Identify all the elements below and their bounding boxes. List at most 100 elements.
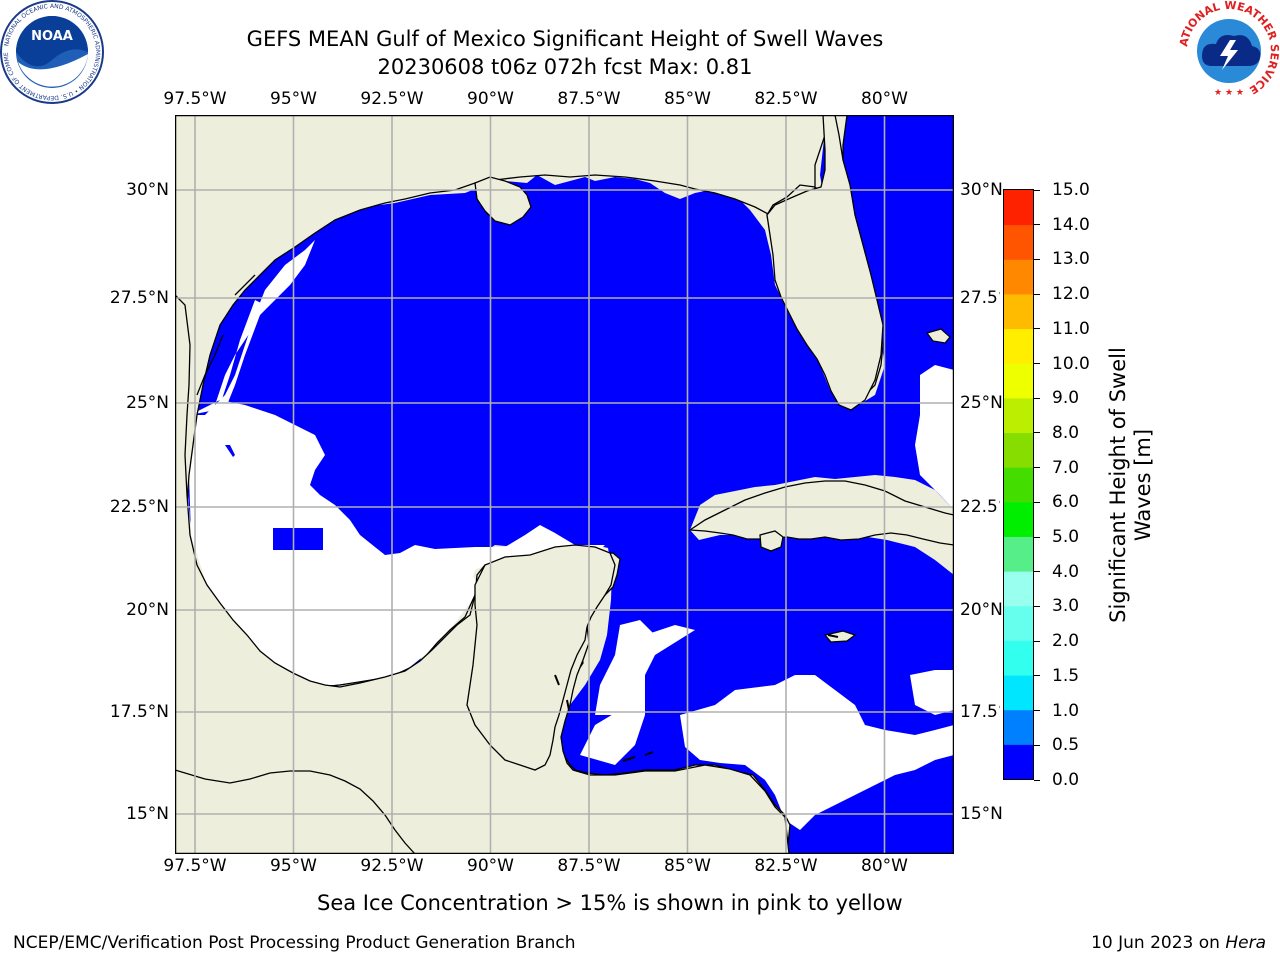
land-florida <box>766 115 884 411</box>
footer-host: Hera <box>1225 933 1266 953</box>
lon-label-bottom: 85°W <box>664 856 711 876</box>
colorbar-tick-label: 2.0 <box>1052 631 1080 652</box>
lon-label-bottom: 97.5°W <box>163 856 227 876</box>
colorbar-tick-label: 5.0 <box>1052 527 1080 548</box>
no-data-caribbean-central <box>680 675 954 830</box>
colorbar-tick-mark <box>1034 501 1040 503</box>
swell-map <box>175 115 954 854</box>
land-mississippi-delta <box>474 176 532 226</box>
colorbar-label-line2: Waves [m] <box>1131 428 1155 542</box>
colorbar-tick-mark <box>1034 363 1040 365</box>
colorbar-tick-mark <box>1034 467 1040 469</box>
colorbar-swatch <box>1004 536 1033 572</box>
colorbar-swatch <box>1004 640 1033 676</box>
lat-label-right: 20°N <box>960 600 1003 620</box>
colorbar-tick-label: 14.0 <box>1052 214 1090 235</box>
lon-label-top: 97.5°W <box>163 89 227 109</box>
colorbar-tick-mark <box>1034 224 1040 226</box>
lon-label-bottom: 80°W <box>861 856 908 876</box>
colorbar-tick-label: 9.0 <box>1052 388 1080 409</box>
lat-label-right: 17.5°N <box>960 702 1000 722</box>
colorbar-tick-mark <box>1034 189 1040 191</box>
no-data-atlantic <box>915 365 954 510</box>
lat-label-right: 22.5°N <box>960 497 1000 517</box>
colorbar-tick-label: 12.0 <box>1052 284 1090 305</box>
colorbar-tick-label: 0.5 <box>1052 735 1080 756</box>
colorbar-swatch <box>1004 328 1033 364</box>
no-data-yucatan-channel <box>595 620 655 715</box>
lon-label-bottom: 82.5°W <box>754 856 818 876</box>
lat-label-right: 25°N <box>960 393 1003 413</box>
map-graticule <box>175 115 954 854</box>
lat-label-right: 27.5°N <box>960 288 1000 308</box>
land-texas-barrier <box>196 274 256 396</box>
colorbar-tick-mark <box>1034 710 1040 712</box>
colorbar-swatch <box>1004 397 1033 434</box>
colorbar-tick-mark <box>1034 328 1040 330</box>
colorbar-tick-label: 8.0 <box>1052 422 1080 443</box>
map-panel <box>175 115 954 854</box>
land-bahamas <box>925 328 951 344</box>
colorbar-tick-label: 6.0 <box>1052 492 1080 513</box>
noaa-logo: NOAA NATIONAL OCEANIC AND ATMOSPHERIC AD… <box>0 0 104 104</box>
colorbar-swatch <box>1004 501 1033 537</box>
colorbar-tick-mark <box>1034 675 1040 677</box>
colorbar-tick-mark <box>1034 293 1040 295</box>
colorbar-swatch <box>1004 744 1033 779</box>
colorbar-swatch <box>1004 467 1033 503</box>
lat-label-left: 20°N <box>126 600 169 620</box>
colorbar-swatch <box>1004 709 1033 745</box>
colorbar-swatches <box>1004 190 1033 779</box>
colorbar-tick-label: 10.0 <box>1052 353 1090 374</box>
lat-label-left: 25°N <box>126 393 169 413</box>
lon-label-bottom: 92.5°W <box>360 856 424 876</box>
colorbar-swatch <box>1004 224 1033 260</box>
no-data-caribbean-east <box>910 670 954 715</box>
map-frame <box>175 115 954 854</box>
colorbar-tick-label: 11.0 <box>1052 318 1090 339</box>
noaa-center-text: NOAA <box>31 29 73 44</box>
colorbar-tick-label: 1.0 <box>1052 700 1080 721</box>
footer-date: 10 Jun 2023 on Hera <box>1091 933 1266 953</box>
colorbar-tick-label: 3.0 <box>1052 596 1080 617</box>
colorbar-swatch <box>1004 675 1033 711</box>
colorbar-tick-mark <box>1034 779 1040 781</box>
lon-label-bottom: 90°W <box>467 856 514 876</box>
colorbar-swatch <box>1004 363 1033 399</box>
lat-label-left: 30°N <box>126 180 169 200</box>
land-jamaica <box>823 630 857 643</box>
lat-label-right: 15°N <box>960 804 1003 824</box>
footer-date-text: 10 Jun 2023 on <box>1091 933 1226 953</box>
lon-label-bottom: 95°W <box>270 856 317 876</box>
colorbar-tick-mark <box>1034 605 1040 607</box>
colorbar-tick-label: 0.0 <box>1052 770 1080 790</box>
lon-label-top: 82.5°W <box>754 89 818 109</box>
colorbar-swatch <box>1004 605 1033 641</box>
footer-credit: NCEP/EMC/Verification Post Processing Pr… <box>13 933 576 953</box>
lon-label-top: 92.5°W <box>360 89 424 109</box>
swell-patch-west <box>273 528 323 550</box>
no-data-caribbean-west <box>580 625 695 765</box>
lon-label-bottom: 87.5°W <box>557 856 621 876</box>
lat-label-left: 17.5°N <box>109 702 169 722</box>
land-belize-cays <box>554 674 654 762</box>
colorbar-tick-label: 7.0 <box>1052 457 1080 478</box>
lon-label-top: 90°W <box>467 89 514 109</box>
lon-label-top: 80°W <box>861 89 908 109</box>
colorbar-tick-label: 4.0 <box>1052 561 1080 582</box>
lon-label-top: 87.5°W <box>557 89 621 109</box>
lon-label-top: 95°W <box>270 89 317 109</box>
colorbar-swatch <box>1004 259 1033 295</box>
colorbar-tick-mark <box>1034 571 1040 573</box>
colorbar <box>1003 189 1034 780</box>
land-yucatan <box>466 544 616 771</box>
colorbar-tick-label: 13.0 <box>1052 249 1090 270</box>
sea-ice-note: Sea Ice Concentration > 15% is shown in … <box>317 891 903 915</box>
colorbar-swatch <box>1004 432 1033 468</box>
svg-text:★ ★ ★: ★ ★ ★ <box>1214 88 1244 98</box>
land-isla-juventud <box>759 530 784 552</box>
colorbar-tick-mark <box>1034 640 1040 642</box>
colorbar-label-line1: Significant Height of Swell <box>1106 347 1130 623</box>
colorbar-tick-label: 15.0 <box>1052 180 1090 200</box>
lat-label-left: 22.5°N <box>109 497 169 517</box>
